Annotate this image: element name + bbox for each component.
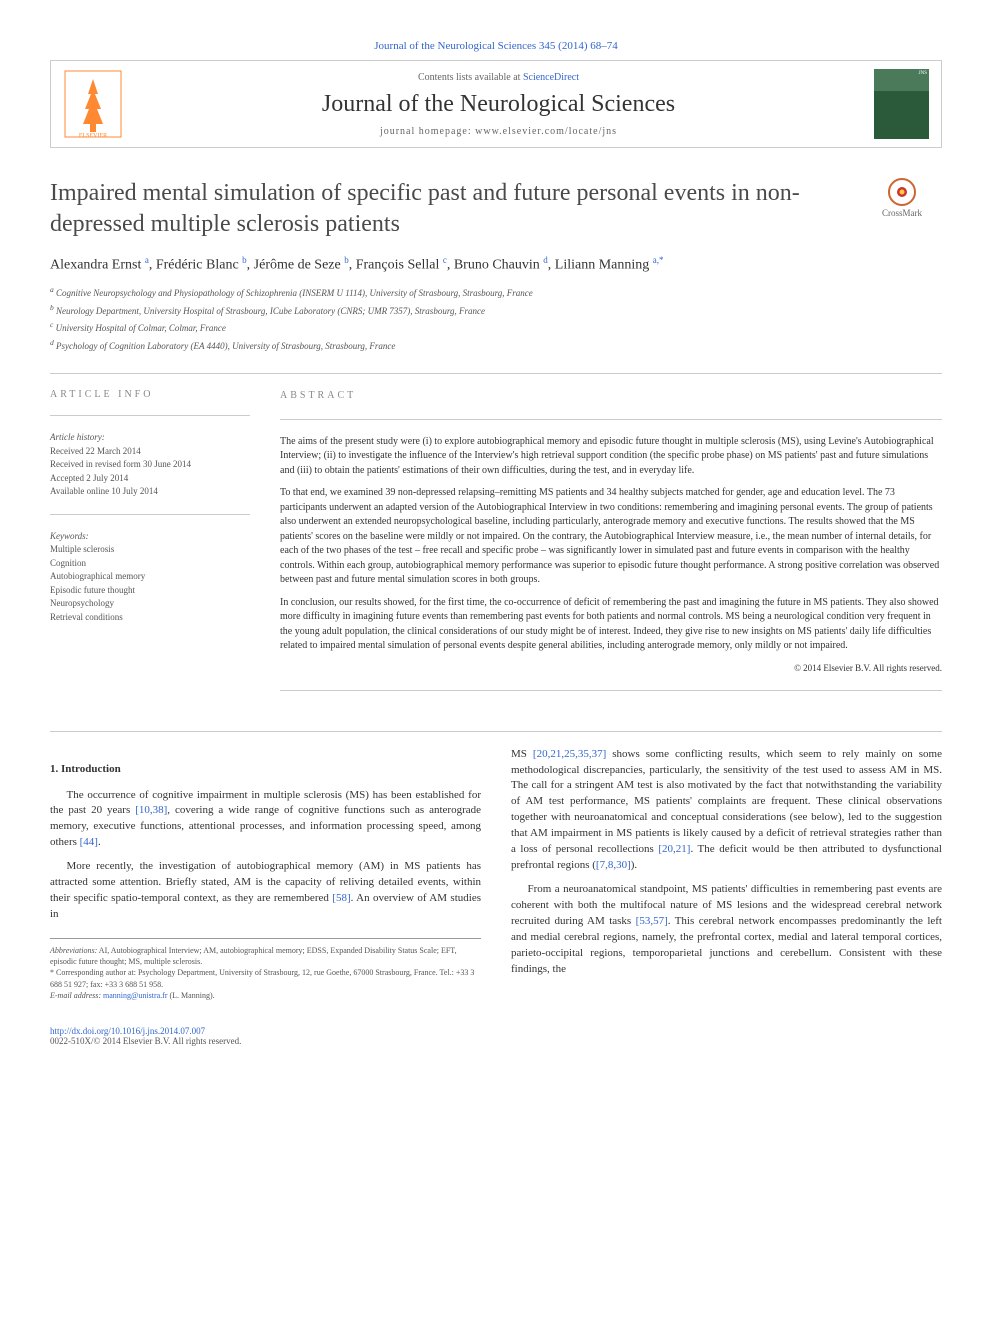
abstract-paragraph: In conclusion, our results showed, for t…: [280, 596, 942, 654]
body-paragraph: From a neuroanatomical standpoint, MS pa…: [511, 882, 942, 978]
affiliation-line: c University Hospital of Colmar, Colmar,…: [50, 319, 942, 336]
history-line: Available online 10 July 2014: [50, 485, 250, 499]
email-label: E-mail address:: [50, 991, 103, 1000]
email-footnote: E-mail address: manning@unistra.fr (L. M…: [50, 990, 481, 1001]
abstract-paragraph: The aims of the present study were (i) t…: [280, 435, 942, 479]
elsevier-logo: ELSEVIER: [63, 69, 123, 139]
journal-header: ELSEVIER Contents lists available at Sci…: [50, 60, 942, 148]
keyword: Autobiographical memory: [50, 570, 250, 584]
abstract-paragraph: To that end, we examined 39 non-depresse…: [280, 486, 942, 588]
journal-name: Journal of the Neurological Sciences: [143, 91, 854, 118]
keywords: Keywords: Multiple sclerosisCognitionAut…: [50, 530, 250, 625]
email-suffix: (L. Manning).: [168, 991, 215, 1000]
journal-homepage: journal homepage: www.elsevier.com/locat…: [143, 126, 854, 137]
abstract: ABSTRACT The aims of the present study w…: [280, 389, 942, 706]
divider: [50, 731, 942, 732]
divider: [50, 373, 942, 374]
svg-text:ELSEVIER: ELSEVIER: [79, 133, 107, 139]
body-paragraph: The occurrence of cognitive impairment i…: [50, 788, 481, 852]
history-line: Received in revised form 30 June 2014: [50, 458, 250, 472]
introduction-heading: 1. Introduction: [50, 762, 481, 778]
page-container: Journal of the Neurological Sciences 345…: [0, 0, 992, 1086]
abstract-heading: ABSTRACT: [280, 389, 942, 404]
divider: [50, 415, 250, 416]
corresponding-author-footnote: * Corresponding author at: Psychology De…: [50, 967, 481, 989]
keyword: Episodic future thought: [50, 584, 250, 598]
affiliation-line: b Neurology Department, University Hospi…: [50, 302, 942, 319]
crossmark-icon: [888, 178, 916, 206]
header-center: Contents lists available at ScienceDirec…: [143, 72, 854, 137]
body-paragraph: MS [20,21,25,35,37] shows some conflicti…: [511, 747, 942, 875]
article-history: Article history: Received 22 March 2014R…: [50, 431, 250, 499]
history-line: Accepted 2 July 2014: [50, 472, 250, 486]
body-paragraph: More recently, the investigation of auto…: [50, 859, 481, 923]
divider: [50, 514, 250, 515]
crossmark-badge[interactable]: CrossMark: [862, 178, 942, 218]
abbreviations-footnote: Abbreviations: AI, Autobiographical Inte…: [50, 945, 481, 967]
affiliations: a Cognitive Neuropsychology and Physiopa…: [50, 284, 942, 353]
info-abstract-row: ARTICLE INFO Article history: Received 2…: [50, 389, 942, 706]
keyword: Cognition: [50, 557, 250, 571]
email-link[interactable]: manning@unistra.fr: [103, 991, 167, 1000]
article-info-heading: ARTICLE INFO: [50, 389, 250, 400]
journal-citation[interactable]: Journal of the Neurological Sciences 345…: [50, 40, 942, 52]
article-info: ARTICLE INFO Article history: Received 2…: [50, 389, 250, 706]
cover-label: JNS: [874, 69, 929, 91]
abbrev-label: Abbreviations:: [50, 946, 97, 955]
history-label: Article history:: [50, 432, 105, 442]
authors-list: Alexandra Ernst a, Frédéric Blanc b, Jér…: [50, 255, 942, 274]
keyword: Multiple sclerosis: [50, 543, 250, 557]
body-text: 1. Introduction The occurrence of cognit…: [50, 747, 942, 1001]
article-title: Impaired mental simulation of specific p…: [50, 178, 942, 240]
divider: [280, 690, 942, 691]
crossmark-label: CrossMark: [882, 208, 922, 218]
abbrev-text: AI, Autobiographical Interview; AM, auto…: [50, 946, 457, 966]
doi-link[interactable]: http://dx.doi.org/10.1016/j.jns.2014.07.…: [50, 1026, 205, 1036]
contents-line: Contents lists available at ScienceDirec…: [143, 72, 854, 83]
history-line: Received 22 March 2014: [50, 445, 250, 459]
keywords-label: Keywords:: [50, 531, 89, 541]
footnotes: Abbreviations: AI, Autobiographical Inte…: [50, 938, 481, 1001]
left-column: 1. Introduction The occurrence of cognit…: [50, 747, 481, 1001]
contents-text: Contents lists available at: [418, 72, 523, 83]
sciencedirect-link[interactable]: ScienceDirect: [523, 72, 579, 83]
affiliation-line: d Psychology of Cognition Laboratory (EA…: [50, 337, 942, 354]
issn-copyright: 0022-510X/© 2014 Elsevier B.V. All right…: [50, 1036, 241, 1046]
keyword: Neuropsychology: [50, 597, 250, 611]
homepage-label: journal homepage:: [380, 126, 475, 137]
corresp-text: Corresponding author at: Psychology Depa…: [50, 968, 474, 988]
affiliation-line: a Cognitive Neuropsychology and Physiopa…: [50, 284, 942, 301]
keyword: Retrieval conditions: [50, 611, 250, 625]
right-column: MS [20,21,25,35,37] shows some conflicti…: [511, 747, 942, 1001]
journal-cover-icon: JNS: [874, 69, 929, 139]
homepage-url[interactable]: www.elsevier.com/locate/jns: [475, 126, 617, 137]
abstract-copyright: © 2014 Elsevier B.V. All rights reserved…: [280, 662, 942, 675]
divider: [280, 419, 942, 420]
page-footer: http://dx.doi.org/10.1016/j.jns.2014.07.…: [50, 1026, 942, 1046]
